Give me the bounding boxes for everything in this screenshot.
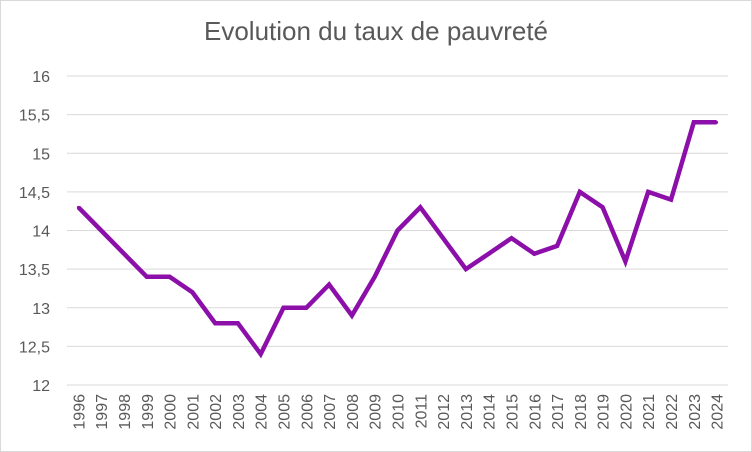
- series-line: [76, 120, 717, 359]
- y-tick-label: 13,5: [19, 262, 50, 279]
- x-tick-label: 2023: [687, 394, 704, 430]
- x-tick-label: 2019: [596, 394, 613, 430]
- data-point: [487, 252, 491, 256]
- y-tick-label: 16: [32, 69, 50, 86]
- x-tick-label: 2018: [573, 394, 590, 430]
- x-tick-label: 2005: [277, 394, 294, 430]
- data-point: [601, 205, 605, 209]
- data-point: [213, 321, 217, 325]
- x-tick-label: 2016: [527, 394, 544, 430]
- y-tick-label: 12,5: [19, 339, 50, 356]
- data-point: [259, 352, 263, 356]
- data-point: [145, 275, 149, 279]
- data-point: [373, 275, 377, 279]
- data-point: [282, 306, 286, 310]
- data-point: [168, 275, 172, 279]
- x-tick-label: 2024: [710, 394, 727, 430]
- data-point: [555, 244, 559, 248]
- x-tick-label: 1999: [140, 394, 157, 430]
- data-point: [441, 236, 445, 240]
- gridlines: [67, 75, 728, 386]
- y-tick-label: 13: [32, 301, 50, 318]
- data-point: [692, 120, 696, 124]
- x-tick-label: 1997: [94, 394, 111, 430]
- data-point: [76, 205, 80, 209]
- x-tick-label: 2014: [482, 394, 499, 430]
- x-tick-label: 2012: [436, 394, 453, 430]
- data-point: [304, 306, 308, 310]
- y-tick-label: 12: [32, 378, 50, 395]
- data-point: [532, 252, 536, 256]
- x-tick-label: 2006: [299, 394, 316, 430]
- data-point: [715, 120, 719, 124]
- x-tick-label: 1996: [71, 394, 88, 430]
- data-point: [327, 283, 331, 287]
- x-tick-label: 2000: [163, 394, 180, 430]
- x-tick-label: 2008: [345, 394, 362, 430]
- data-point: [669, 198, 673, 202]
- data-point: [578, 190, 582, 194]
- y-tick-label: 14: [32, 224, 50, 241]
- data-point: [646, 190, 650, 194]
- x-tick-label: 2022: [664, 394, 681, 430]
- y-tick-label: 15,5: [19, 108, 50, 125]
- data-point: [236, 321, 240, 325]
- data-point: [418, 205, 422, 209]
- data-point: [99, 229, 103, 232]
- x-tick-label: 2001: [185, 394, 202, 430]
- data-point: [190, 290, 194, 294]
- x-tick-label: 2002: [208, 394, 225, 430]
- series-group: [76, 120, 719, 359]
- y-axis-ticks: 12 12,5 13 13,5 14 14,5 15 15,5 16: [19, 69, 50, 395]
- x-axis-ticks: 1996 1997 1998 1999 2000 2001 2002 2003 2004 2005…: [71, 394, 726, 430]
- y-tick-label: 14,5: [19, 185, 50, 202]
- x-tick-label: 2011: [413, 394, 430, 429]
- x-tick-label: 2004: [254, 394, 271, 430]
- x-tick-label: 2017: [550, 394, 567, 430]
- x-tick-label: 2010: [391, 394, 408, 430]
- x-tick-label: 1998: [117, 394, 134, 430]
- data-point: [509, 236, 513, 240]
- data-point: [350, 313, 354, 317]
- x-tick-label: 2020: [618, 394, 635, 430]
- x-tick-label: 2013: [459, 394, 476, 430]
- data-point: [396, 229, 399, 232]
- x-tick-label: 2007: [322, 394, 339, 430]
- data-point: [464, 267, 468, 271]
- x-tick-label: 2021: [641, 394, 658, 430]
- data-point: [122, 252, 126, 256]
- x-tick-label: 2009: [368, 394, 385, 430]
- x-tick-label: 2015: [504, 394, 521, 430]
- y-tick-label: 15: [32, 146, 50, 163]
- chart-title: Evolution du taux de pauvreté: [203, 16, 549, 46]
- x-tick-label: 2003: [231, 394, 248, 430]
- data-point: [623, 259, 627, 263]
